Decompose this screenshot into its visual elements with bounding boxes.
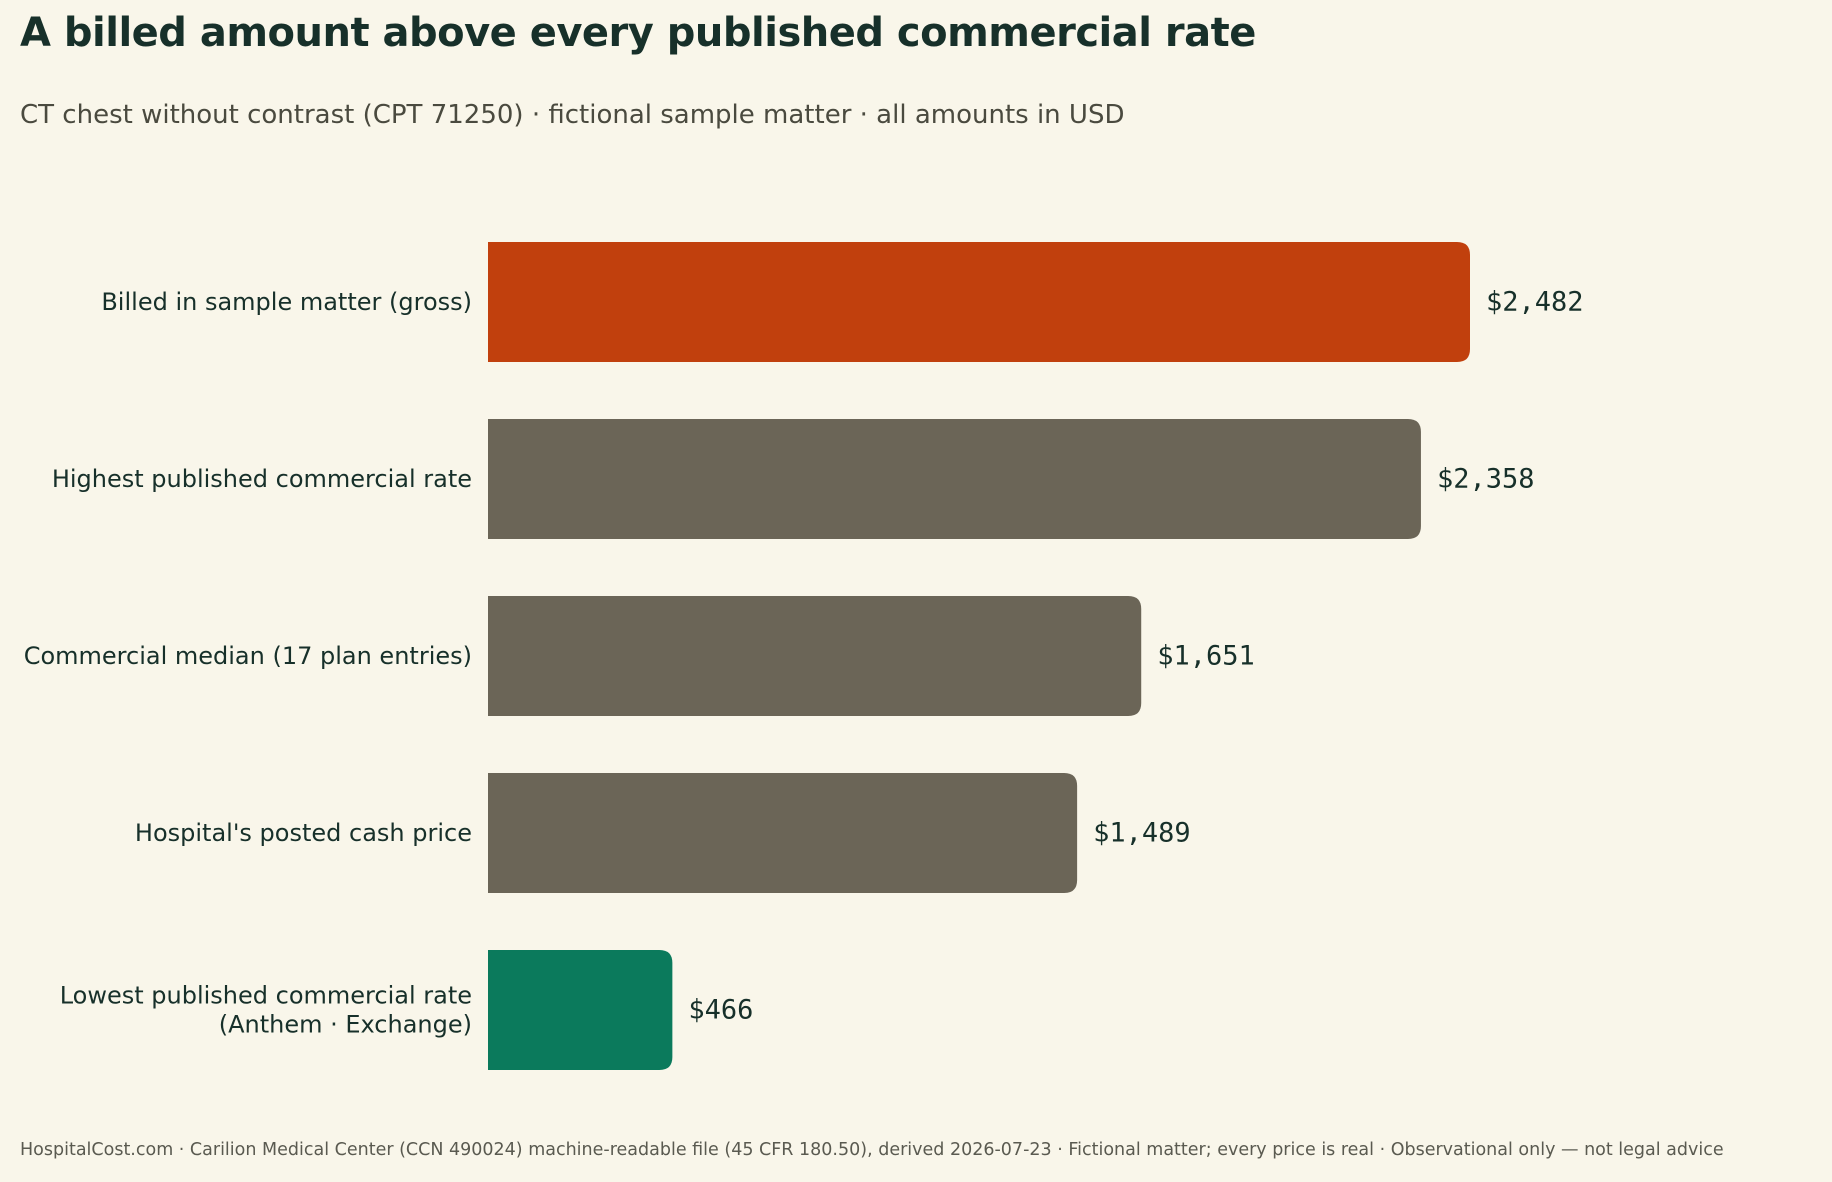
category-label-0: Billed in sample matter (gross) xyxy=(101,288,472,316)
category-label-line: (Anthem · Exchange) xyxy=(219,1011,472,1039)
category-label-2: Commercial median (17 plan entries) xyxy=(24,642,472,670)
source-footer: HospitalCost.com · Carilion Medical Cent… xyxy=(20,1140,1724,1160)
category-label-line: Highest published commercial rate xyxy=(52,465,472,493)
category-label-4: Lowest published commercial rate (Anthem … xyxy=(60,982,472,1039)
bar-0 xyxy=(488,242,1470,362)
bar-2 xyxy=(488,596,1142,716)
category-label-line: Billed in sample matter (gross) xyxy=(101,288,472,316)
value-label-3: $1,489 xyxy=(1093,818,1191,849)
value-label-0: $2,482 xyxy=(1486,287,1584,318)
category-label-line: Lowest published commercial rate xyxy=(60,982,472,1010)
bar-1 xyxy=(488,419,1421,539)
category-label-line: Hospital's posted cash price xyxy=(135,819,472,847)
category-label-1: Highest published commercial rate xyxy=(52,465,472,493)
chart-title: A billed amount above every published co… xyxy=(20,10,1256,56)
bar-3 xyxy=(488,773,1078,893)
category-label-line: Commercial median (17 plan entries) xyxy=(24,642,472,670)
bar-4 xyxy=(488,950,673,1070)
value-label-1: $2,358 xyxy=(1437,464,1535,495)
chart-subtitle: CT chest without contrast (CPT 71250) · … xyxy=(20,100,1125,130)
value-label-4: $466 xyxy=(688,995,753,1026)
category-label-3: Hospital's posted cash price xyxy=(135,819,472,847)
value-label-2: $1,651 xyxy=(1157,641,1255,672)
